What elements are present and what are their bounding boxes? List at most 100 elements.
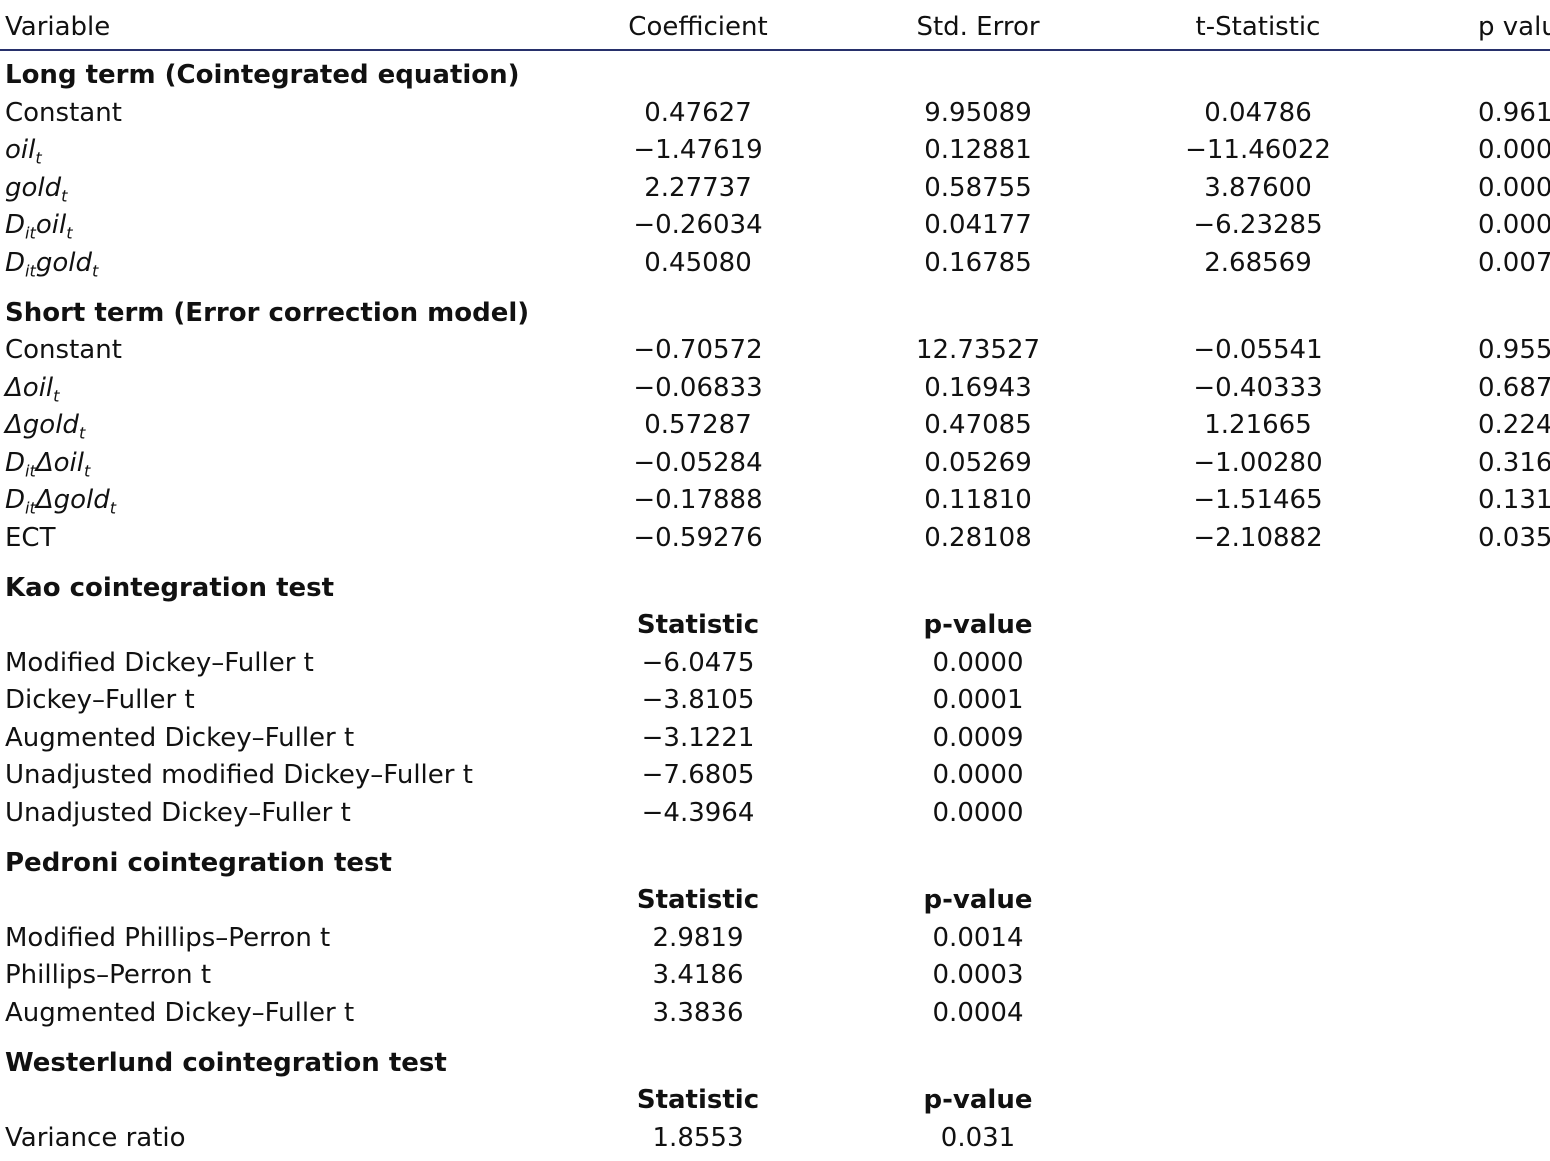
table-cell: −0.40333 [1193, 372, 1323, 403]
sub-header: p-value [923, 885, 1033, 915]
table-cell: 9.95089 [924, 97, 1032, 128]
table-cell: 0.12881 [924, 135, 1032, 165]
table-cell: 2.68569 [1204, 247, 1312, 278]
table-cell: 2.27737 [644, 172, 752, 203]
table-cell: 0.0004 [932, 997, 1024, 1028]
variable-part: Modified Phillips–Perron t [5, 922, 331, 953]
table-cell: −0.59276 [633, 522, 763, 553]
variable-part: Δgold [5, 410, 79, 440]
variable-name: Unadjusted modified Dickey–Fuller t [5, 762, 473, 788]
variable-name: Variance ratio [5, 1125, 186, 1151]
table-cell: 0.955 [1478, 335, 1550, 365]
variable-name: Augmented Dickey–Fuller t [5, 1000, 354, 1026]
table-cell: 0.0000 [932, 797, 1024, 828]
variable-name: Constant [5, 337, 122, 363]
section-title: Long term (Cointegrated equation) [5, 60, 520, 90]
table-cell: −0.70572 [633, 335, 763, 365]
table-cell: 0.007 [1478, 247, 1550, 278]
variable-name: Phillips–Perron t [5, 962, 211, 988]
column-header: t-Statistic [1195, 12, 1321, 42]
table-cell: −0.06833 [633, 372, 763, 403]
table-cell: 0.031 [940, 1122, 1016, 1153]
table-cell: 0.0001 [932, 685, 1024, 715]
subscript: t [66, 223, 73, 243]
table-cell: −2.10882 [1193, 522, 1323, 553]
variable-part: Dickey–Fuller t [5, 685, 195, 715]
section-title: Short term (Error correction model) [5, 297, 530, 328]
sub-header: Statistic [636, 1085, 760, 1115]
table-cell: 3.3836 [652, 997, 744, 1028]
variable-part: D [5, 247, 26, 278]
table-cell: 0.687 [1478, 372, 1550, 403]
table-cell: 0.04177 [924, 210, 1032, 240]
variable-name: Augmented Dickey–Fuller t [5, 725, 354, 751]
table-cell: 0.000 [1478, 135, 1550, 165]
variable-part: D [5, 210, 26, 240]
variable-name: Modified Dickey–Fuller t [5, 650, 314, 676]
table-cell: 0.28108 [924, 522, 1032, 553]
variable-part: Modified Dickey–Fuller t [5, 647, 314, 678]
table-cell: 0.131 [1478, 485, 1550, 515]
variable-name: Ditoilt [5, 210, 73, 241]
table-cell: −1.51465 [1193, 485, 1323, 515]
variable-name: Dickey–Fuller t [5, 687, 195, 713]
table-cell: 0.316 [1478, 447, 1550, 478]
table-cell: −0.05284 [633, 447, 763, 478]
variable-name: Unadjusted Dickey–Fuller t [5, 800, 351, 826]
column-header: Std. Error [916, 12, 1040, 42]
table-cell: 0.000 [1478, 210, 1550, 240]
variable-part: Δoil [35, 447, 84, 478]
sub-header: p-value [923, 610, 1033, 640]
variable-name: oilt [5, 135, 42, 166]
sub-header: Statistic [636, 610, 760, 640]
table-cell: 0.04786 [1204, 97, 1312, 128]
variable-part: gold [5, 172, 62, 203]
table-cell: 0.16943 [924, 372, 1032, 403]
table-cell: −3.1221 [641, 722, 755, 753]
table-cell: 0.57287 [644, 410, 752, 440]
table-cell: 0.000 [1478, 172, 1550, 203]
table-cell: −0.05541 [1193, 335, 1323, 365]
variable-part: D [5, 447, 26, 478]
table-cell: 0.58755 [924, 172, 1032, 203]
variable-part: ECT [5, 522, 56, 553]
table-cell: −1.47619 [633, 135, 763, 165]
variable-part: Constant [5, 335, 122, 365]
variable-part: Unadjusted Dickey–Fuller t [5, 797, 351, 828]
subscript: t [91, 261, 99, 281]
section-title: Pedroni cointegration test [5, 847, 392, 878]
table-cell: 0.0000 [932, 760, 1024, 790]
variable-part: Phillips–Perron t [5, 960, 212, 990]
subscript: it [25, 498, 36, 518]
subscript: t [53, 386, 60, 406]
table-cell: 0.0000 [932, 647, 1024, 678]
table-cell: −0.17888 [633, 485, 763, 515]
table-cell: 0.47085 [924, 410, 1032, 440]
variable-part: Unadjusted modified Dickey–Fuller t [5, 760, 473, 790]
subscript: it [25, 461, 36, 481]
variable-part: Δgold [35, 485, 110, 515]
table-cell: −0.26034 [633, 210, 763, 240]
table-cell: −4.3964 [641, 797, 755, 828]
table-cell: −11.46022 [1185, 135, 1331, 165]
variable-name: Ditgoldt [5, 247, 98, 279]
table-cell: −6.0475 [641, 647, 755, 678]
table-cell: 0.035 [1478, 522, 1550, 553]
table-cell: 1.8553 [652, 1122, 744, 1153]
table-cell: 12.73527 [915, 335, 1041, 365]
variable-part: oil [35, 210, 67, 240]
variable-part: Constant [5, 97, 122, 128]
table-cell: 1.21665 [1204, 410, 1312, 440]
subscript: t [35, 148, 42, 168]
table-cell: 0.0014 [932, 922, 1024, 953]
section-title: Westerlund cointegration test [5, 1047, 447, 1078]
variable-part: D [5, 485, 26, 515]
header-rule [0, 49, 1550, 51]
variable-name: ECT [5, 525, 55, 551]
table-cell: 0.224 [1478, 410, 1550, 440]
table-cell: 2.9819 [652, 922, 744, 953]
table-cell: −6.23285 [1193, 210, 1323, 240]
table-cell: −1.00280 [1193, 447, 1323, 478]
variable-part: oil [5, 135, 36, 165]
